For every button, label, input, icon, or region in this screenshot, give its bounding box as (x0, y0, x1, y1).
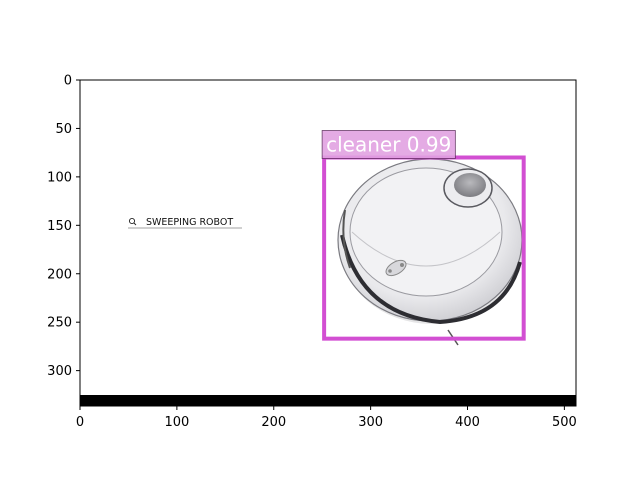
axes-frame (79, 79, 577, 407)
search-banner-text: SWEEPING ROBOT (146, 217, 233, 228)
robot-button-dot-2 (388, 269, 392, 273)
x-tick-label: 500 (552, 415, 577, 430)
y-tick-label: 200 (47, 267, 72, 282)
x-tick-label: 100 (164, 415, 189, 430)
y-tick-label: 50 (55, 122, 72, 137)
detection-label-background (321, 130, 456, 159)
x-tick-label: 400 (455, 415, 480, 430)
x-tick-label: 300 (358, 415, 383, 430)
search-banner: SWEEPING ROBOT (128, 217, 242, 229)
y-tick-label: 100 (47, 170, 72, 185)
x-tick-label: 0 (76, 415, 84, 430)
search-icon (128, 217, 136, 225)
detection-label: cleaner 0.99 (326, 133, 451, 157)
y-tick-label: 150 (47, 219, 72, 234)
robot-lidar-top (454, 173, 486, 197)
robot-bumper-edge (340, 234, 522, 325)
robot-button-dot (400, 263, 404, 267)
x-tick-label: 200 (261, 415, 286, 430)
detection: cleaner 0.99 (321, 130, 526, 341)
y-tick-label: 250 (47, 316, 72, 331)
search-icon-handle (133, 222, 137, 226)
robot-vacuum (337, 158, 524, 346)
y-tick-label: 0 (64, 74, 72, 89)
robot-bumper-edge-left (342, 209, 351, 269)
image-bottom-band (80, 395, 576, 406)
x-axis: 0 100 200 300 400 500 (76, 406, 577, 430)
y-axis: 0 50 100 150 200 250 300 (47, 74, 80, 379)
robot-seam (351, 231, 501, 267)
y-tick-label: 300 (47, 364, 72, 379)
